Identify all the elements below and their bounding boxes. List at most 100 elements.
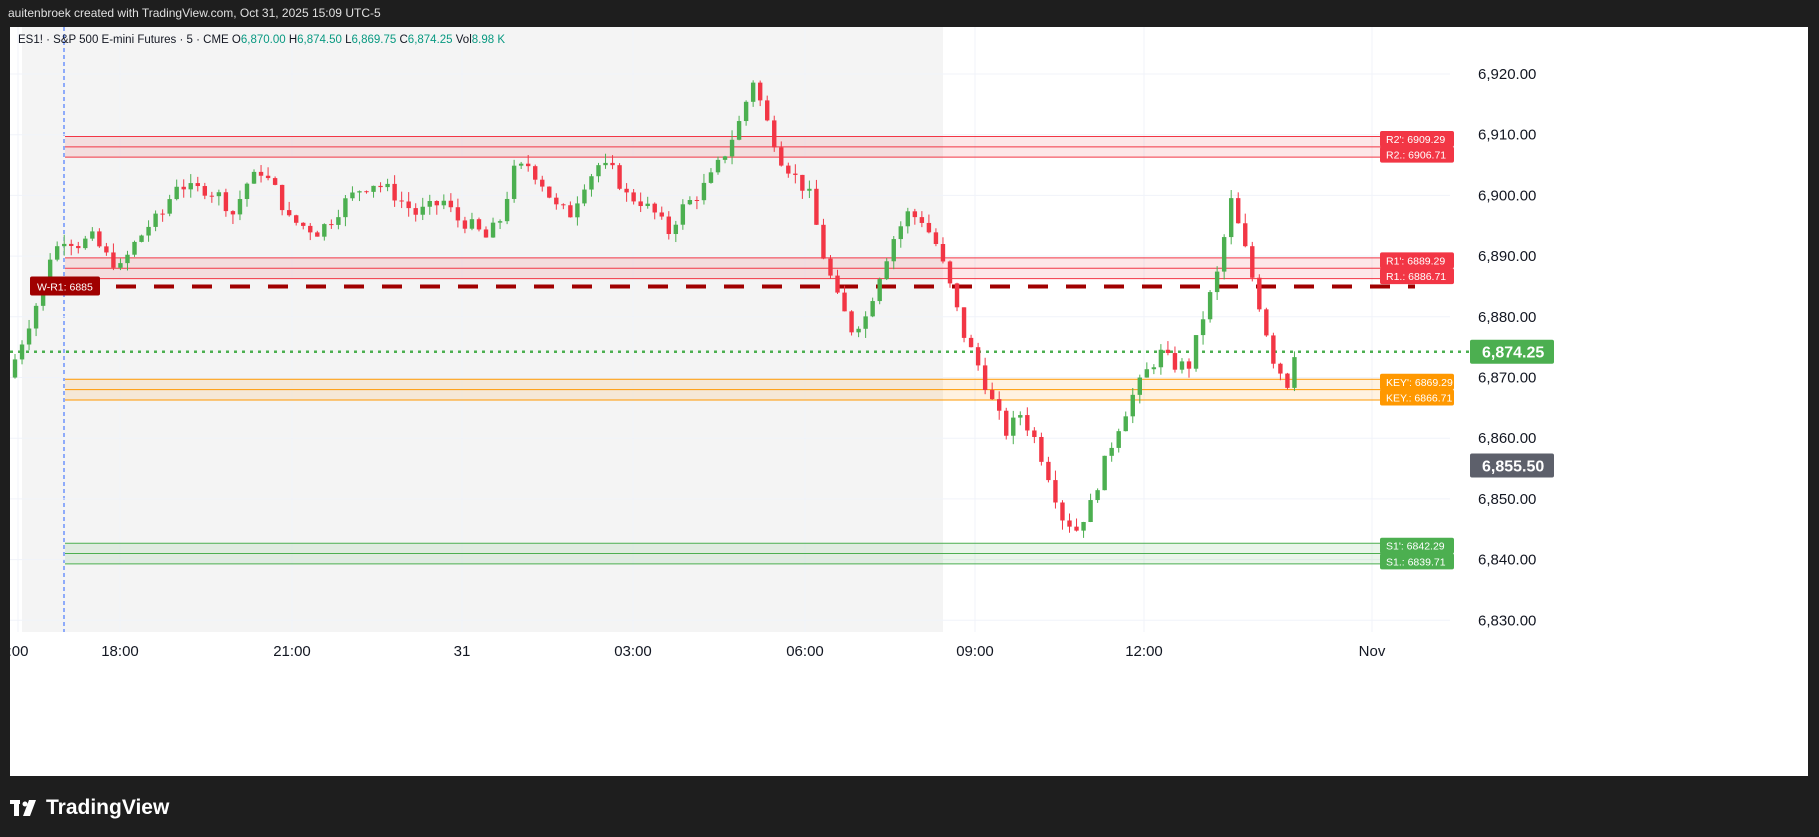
- candle-body: [1172, 353, 1178, 370]
- candle-body: [343, 198, 348, 218]
- candle-body: [392, 183, 397, 201]
- high-label: H: [288, 34, 298, 46]
- candle-body: [1130, 394, 1135, 417]
- candle-body: [1011, 417, 1016, 436]
- session-background: [22, 27, 943, 632]
- low-label: L: [345, 34, 352, 46]
- x-tick-label: 18:00: [101, 643, 139, 660]
- candle-body: [975, 347, 981, 366]
- x-tick-label: 21:00: [273, 643, 311, 660]
- candle-body: [982, 365, 988, 391]
- candle-body: [160, 213, 165, 215]
- y-tick-label: 6,860.00: [1478, 430, 1536, 447]
- candle-body: [1060, 502, 1065, 521]
- candle-body: [624, 188, 629, 193]
- y-tick-label: 6,880.00: [1478, 309, 1536, 326]
- key-label-box: [1380, 389, 1454, 406]
- candle-body: [793, 173, 798, 175]
- candle-body: [26, 328, 32, 345]
- resistance-level-label: R2.: 6906.71: [1386, 150, 1446, 162]
- candle-body: [863, 316, 868, 329]
- candle-body: [518, 163, 524, 166]
- candle-body: [561, 204, 566, 206]
- candle-body: [596, 165, 601, 177]
- candle-body: [364, 191, 369, 193]
- candle-body: [1081, 522, 1086, 531]
- support-level-label: S1.: 6839.71: [1386, 556, 1446, 568]
- candle-body: [673, 224, 679, 235]
- candle-body: [441, 200, 447, 206]
- candle-body: [954, 283, 960, 308]
- candle-body: [842, 292, 847, 312]
- candle-body: [1151, 367, 1157, 370]
- candle-body: [308, 225, 313, 233]
- candle-body: [511, 165, 517, 199]
- price-marker-badge: [1470, 453, 1554, 478]
- candle-body: [1250, 246, 1255, 278]
- candle-body: [216, 192, 222, 197]
- resistance-level-label: R2': 6909.29: [1386, 134, 1445, 146]
- candle-body: [244, 183, 250, 200]
- candle-body: [202, 186, 208, 196]
- candle-body: [322, 224, 327, 237]
- y-tick-label: 6,920.00: [1478, 66, 1536, 83]
- candle-body: [1271, 335, 1276, 364]
- candle-body: [33, 305, 39, 329]
- candle-body: [504, 198, 510, 222]
- candle-body: [399, 200, 404, 202]
- candle-body: [940, 244, 946, 262]
- volume-value: 8.98 K: [471, 34, 506, 46]
- candle-body: [617, 165, 622, 189]
- footer-bar: TradingView: [0, 776, 1819, 837]
- candle-body: [272, 178, 278, 185]
- candle-body: [1144, 369, 1150, 378]
- candle-body: [195, 183, 200, 187]
- x-tick-label: Nov: [1359, 643, 1386, 660]
- candle-body: [301, 222, 306, 226]
- candle-body: [62, 243, 67, 247]
- y-tick-label: 6,870.00: [1478, 370, 1536, 387]
- candle-body: [385, 183, 390, 188]
- candle-body: [1025, 415, 1030, 431]
- candle-body: [54, 246, 60, 260]
- x-tick-label: 06:00: [786, 643, 824, 660]
- candle-body: [877, 279, 882, 302]
- resistance-label-box: [1380, 252, 1454, 269]
- candle-body: [188, 183, 193, 190]
- attribution-text: auitenbroek created with TradingView.com…: [8, 6, 381, 20]
- candle-body: [1158, 349, 1164, 368]
- candle-body: [1200, 319, 1206, 336]
- symbol-title: ES1! · S&P 500 E-mini Futures · 5 · CME: [18, 34, 229, 46]
- candle-body: [329, 224, 334, 226]
- candle-body: [336, 217, 341, 225]
- open-value: 6,870.00: [240, 34, 286, 46]
- candle-body: [153, 213, 158, 227]
- chart-panel[interactable]: R2': 6909.29 R2.: 6906.71 R1': 6889.29 R1.:…: [10, 27, 1808, 776]
- candle-body: [104, 246, 109, 253]
- candle-body: [378, 185, 383, 188]
- candle-body: [1264, 309, 1269, 336]
- tradingview-brand[interactable]: TradingView: [10, 796, 169, 820]
- key-level-label: KEY.: 6866.71: [1386, 392, 1453, 404]
- price-marker-label: 6,855.50: [1482, 459, 1544, 476]
- candle-body: [1088, 500, 1093, 523]
- candle-body: [1285, 373, 1290, 388]
- y-tick-label: 6,890.00: [1478, 248, 1536, 265]
- candle-body: [1243, 223, 1248, 247]
- y-tick-label: 6,830.00: [1478, 612, 1536, 629]
- candle-body: [856, 328, 861, 333]
- candle-body: [659, 212, 664, 217]
- candle-body: [1074, 526, 1079, 531]
- candle-body: [575, 203, 580, 218]
- candlestick-chart[interactable]: R2': 6909.29 R2.: 6906.71 R1': 6889.29 R1.:…: [10, 27, 1808, 776]
- open-label: O: [231, 34, 241, 46]
- support-level-label: S1': 6842.29: [1386, 541, 1445, 553]
- candle-body: [1053, 480, 1058, 503]
- resistance-level-label: R1.: 6886.71: [1386, 271, 1446, 283]
- candle-body: [666, 216, 671, 235]
- x-tick-label: 12:00: [1125, 643, 1163, 660]
- candle-body: [139, 235, 144, 242]
- candle-body: [1032, 430, 1037, 437]
- attribution-bar: auitenbroek created with TradingView.com…: [0, 0, 1819, 27]
- candle-body: [533, 166, 538, 180]
